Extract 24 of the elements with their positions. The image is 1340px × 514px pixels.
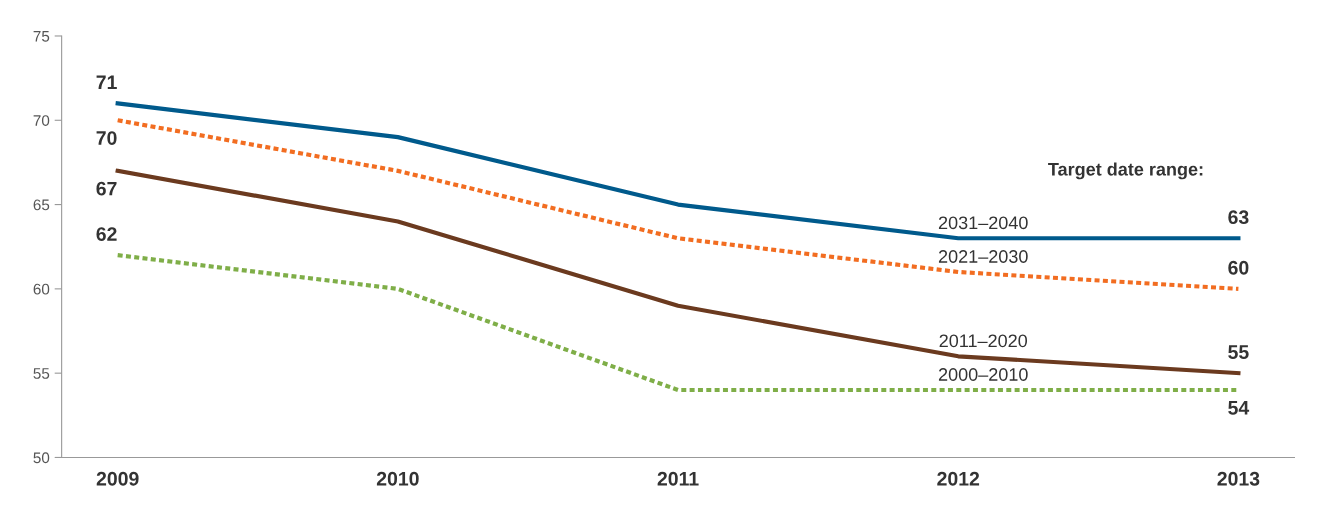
x-tick-label: 2012: [937, 471, 980, 486]
y-tick-label: 70: [33, 115, 50, 126]
data-label: 70: [96, 131, 117, 145]
data-label: 54: [1228, 401, 1250, 415]
x-tick-label: 2010: [376, 471, 419, 486]
data-label: 55: [1228, 345, 1249, 359]
data-label: 60: [1228, 260, 1249, 275]
y-tick-label: 50: [33, 452, 50, 464]
data-label: 67: [96, 181, 117, 196]
data-label: 63: [1228, 210, 1249, 225]
series-label: 2031–2040: [938, 216, 1028, 230]
series-label: 2011–2020: [939, 334, 1028, 348]
series-label: 2021–2030: [938, 250, 1028, 263]
data-label: 62: [96, 227, 117, 241]
x-tick-label: 2013: [1217, 471, 1260, 486]
data-label: 71: [96, 75, 117, 89]
y-tick-label: 65: [33, 199, 50, 211]
y-tick-label: 75: [33, 31, 50, 42]
y-tick-label: 60: [33, 283, 50, 295]
legend-title: Target date range:: [1048, 162, 1203, 180]
x-tick-label: 2009: [96, 471, 139, 486]
series-label: 2000–2010: [938, 368, 1028, 381]
x-tick-label: 2011: [657, 471, 699, 486]
y-tick-label: 55: [33, 368, 50, 379]
